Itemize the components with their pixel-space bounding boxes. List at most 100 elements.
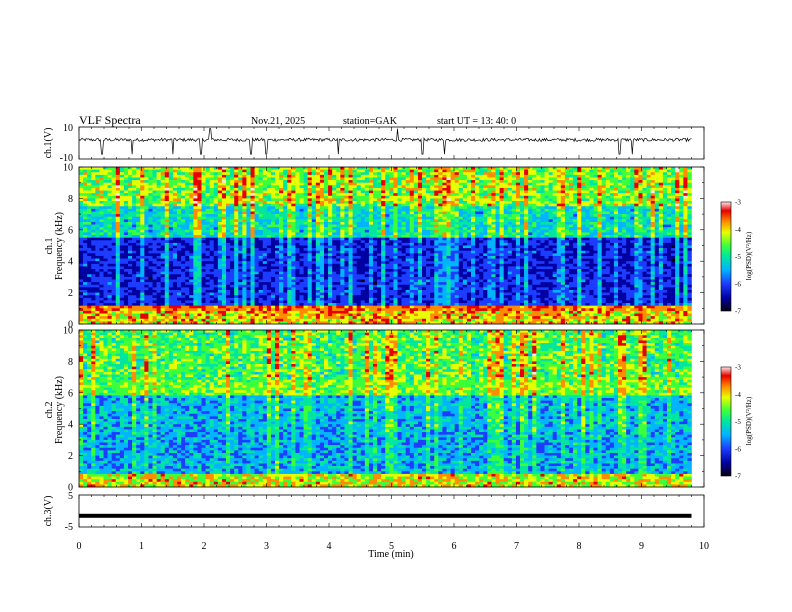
spectrogram-cell: [520, 232, 525, 236]
spectrogram-cell: [119, 177, 125, 181]
spectrogram-cell: [213, 214, 219, 218]
spectrogram-cell: [156, 219, 161, 223]
spectrogram-cell: [107, 187, 112, 191]
spectrogram-cell: [544, 201, 549, 204]
spectrogram-cell: [262, 245, 268, 249]
spectrogram-cell: [642, 187, 647, 191]
spectrogram-cell: [356, 250, 362, 254]
spectrogram-cell: [123, 198, 129, 202]
spectrogram-cell: [675, 187, 680, 191]
spectrogram-cell: [168, 185, 174, 189]
spectrogram-cell: [364, 219, 370, 223]
spectrogram-cell: [487, 174, 492, 178]
spectrogram-cell: [230, 242, 235, 246]
spectrogram-cell: [79, 250, 84, 254]
spectrogram-cell: [434, 182, 439, 186]
spectrogram-cell: [642, 229, 647, 233]
spectrogram-cell: [524, 185, 529, 189]
spectrogram-cell: [115, 177, 121, 181]
spectrogram-cell: [111, 195, 117, 199]
spectrogram-cell: [266, 242, 272, 246]
spectrogram-cell: [597, 190, 602, 194]
spectrogram-cell: [270, 248, 276, 252]
spectrogram-cell: [336, 245, 341, 249]
spectrogram-cell: [515, 180, 521, 183]
spectrogram-cell: [638, 242, 643, 246]
spectrogram-cell: [148, 177, 153, 181]
spectrogram-cell: [650, 245, 656, 249]
spectrogram-cell: [164, 235, 170, 238]
spectrogram-cell: [552, 206, 558, 210]
spectrogram-cell: [217, 201, 223, 204]
spectrogram-cell: [315, 211, 321, 215]
spectrogram-cell: [213, 216, 219, 220]
spectrogram-cell: [213, 172, 219, 176]
spectrogram-cell: [336, 208, 341, 212]
spectrogram-cell: [450, 190, 455, 194]
spectrogram-cell: [560, 242, 566, 246]
spectrogram-cell: [87, 174, 92, 178]
spectrogram-cell: [389, 195, 394, 199]
spectrogram-cell: [303, 242, 308, 246]
spectrogram-cell: [413, 235, 419, 238]
spectrogram-cell: [462, 177, 468, 181]
spectrogram-cell: [528, 242, 533, 246]
spectrogram-cell: [495, 216, 500, 220]
spectrogram-cell: [671, 174, 676, 178]
spectrogram-cell: [356, 203, 362, 207]
spectrogram-cell: [630, 216, 635, 220]
spectrogram-cell: [324, 250, 329, 254]
spectrogram-cell: [683, 201, 688, 204]
spectrogram-cell: [569, 182, 574, 186]
spectrogram-cell: [128, 177, 133, 181]
spectrogram-cell: [654, 208, 660, 212]
spectrogram-cell: [507, 232, 513, 236]
spectrogram-cell: [242, 193, 247, 197]
spectrogram-cell: [344, 214, 349, 218]
spectrogram-cell: [385, 206, 390, 210]
spectrogram-cell: [401, 237, 406, 241]
spectrogram-cell: [544, 240, 549, 244]
spectrogram-cell: [622, 177, 627, 181]
spectrogram-cell: [597, 242, 602, 246]
spectrogram-cell: [389, 169, 394, 173]
spectrogram-cell: [475, 219, 480, 223]
spectrogram-cell: [364, 242, 370, 246]
spectrogram-cell: [430, 185, 435, 189]
spectrogram-cell: [95, 229, 100, 233]
spectrogram-cell: [103, 193, 108, 197]
spectrogram-cell: [683, 208, 688, 212]
spectrogram-cell: [577, 232, 582, 236]
spectrogram-cell: [687, 216, 692, 220]
spectrogram-cell: [658, 235, 664, 238]
spectrogram-cell: [348, 214, 353, 218]
spectrogram-cell: [564, 248, 570, 252]
spectrogram-cell: [95, 237, 100, 241]
spectrogram-cell: [377, 169, 382, 173]
spectrogram-cell: [491, 169, 496, 173]
spectrogram-cell: [536, 185, 541, 189]
spectrogram-cell: [262, 229, 268, 233]
spectrogram-cell: [111, 174, 117, 178]
spectrogram-cell: [340, 190, 345, 194]
spectrogram-cell: [83, 174, 88, 178]
spectrogram-cell: [601, 201, 607, 204]
spectrogram-cell: [242, 235, 247, 238]
spectrogram-cell: [618, 203, 623, 207]
spectrogram-cell: [266, 214, 272, 218]
spectrogram-cell: [201, 232, 206, 236]
spectrogram-cell: [650, 208, 656, 212]
spectrogram-cell: [605, 232, 611, 236]
spectrogram-cell: [520, 198, 525, 202]
spectrogram-cell: [156, 195, 161, 199]
spectrogram-cell: [172, 242, 178, 246]
spectrogram-cell: [152, 167, 157, 170]
spectrogram-cell: [152, 237, 157, 241]
spectrogram-cell: [442, 240, 447, 244]
spectrogram-cell: [483, 242, 488, 246]
spectrogram-cell: [266, 240, 272, 244]
spectrogram-cell: [283, 182, 288, 186]
spectrogram-cell: [291, 240, 296, 244]
spectrogram-cell: [140, 198, 145, 202]
spectrogram-cell: [221, 221, 227, 225]
